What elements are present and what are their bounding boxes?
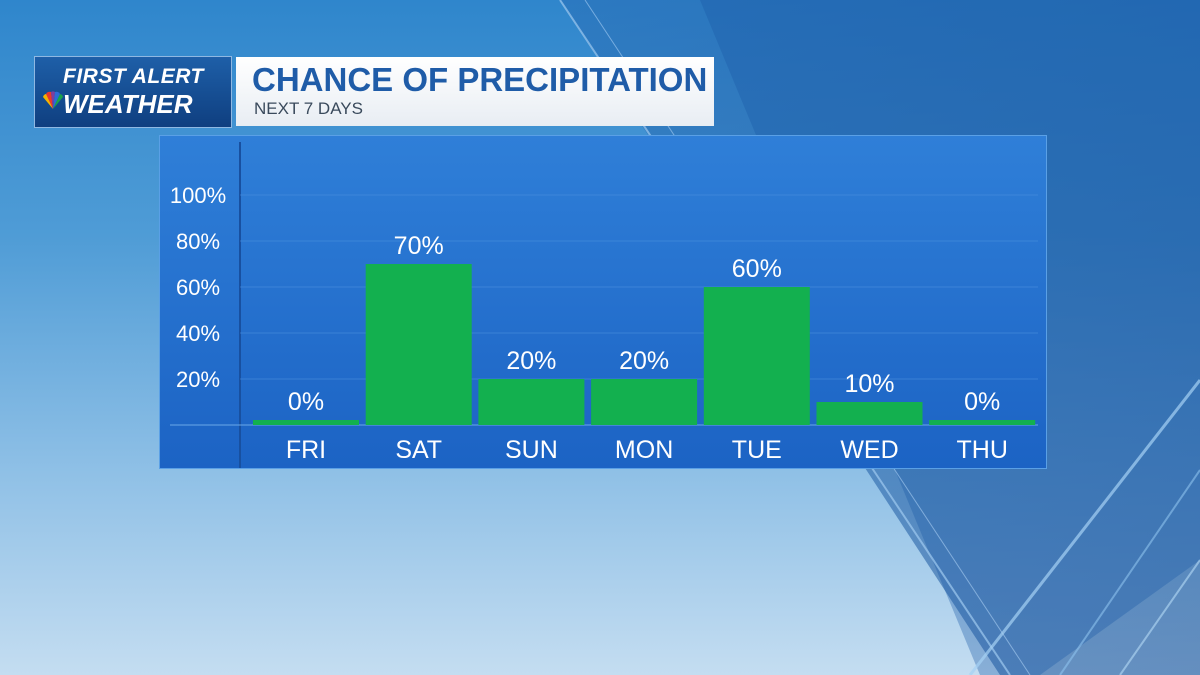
bar xyxy=(253,420,359,425)
x-tick-label: TUE xyxy=(732,436,782,464)
data-label: 20% xyxy=(619,347,669,375)
y-tick-label: 40% xyxy=(176,321,220,346)
x-tick-label: SUN xyxy=(505,436,558,464)
x-tick-label: THU xyxy=(957,436,1008,464)
x-tick-label: MON xyxy=(615,436,673,464)
logo-line2: WEATHER xyxy=(63,89,193,119)
data-label: 0% xyxy=(964,388,1000,416)
y-tick-label: 80% xyxy=(176,229,220,254)
page-title: CHANCE OF PRECIPITATION xyxy=(252,61,708,98)
bar xyxy=(816,402,923,425)
page-subtitle: NEXT 7 DAYS xyxy=(254,99,363,118)
title-box: CHANCE OF PRECIPITATION NEXT 7 DAYS xyxy=(236,57,714,126)
data-label: 20% xyxy=(506,347,556,375)
peacock-icon xyxy=(43,91,63,109)
bar xyxy=(365,264,472,425)
chart-panel: 20% 40% 60% 80% 100% 0% FRI 70% SAT 20% SUN 20% MON 6… xyxy=(160,136,1046,468)
bar-chart: 20% 40% 60% 80% 100% 0% FRI 70% SAT 20% SUN 20% MON 6… xyxy=(170,142,1038,468)
first-alert-weather-logo: FIRST ALERT WEATHER xyxy=(34,56,232,128)
data-label: 0% xyxy=(288,388,324,416)
data-label: 10% xyxy=(844,370,894,398)
x-tick-label: SAT xyxy=(395,436,442,464)
y-tick-label: 60% xyxy=(176,275,220,300)
y-tick-label: 100% xyxy=(170,183,226,208)
bar xyxy=(591,379,698,425)
bar xyxy=(929,420,1036,425)
data-label: 60% xyxy=(732,255,782,283)
data-label: 70% xyxy=(394,232,444,260)
x-tick-label: WED xyxy=(840,436,898,464)
y-tick-label: 20% xyxy=(176,367,220,392)
bar xyxy=(478,379,585,425)
x-tick-label: FRI xyxy=(286,436,326,464)
bar xyxy=(703,287,810,425)
logo-line1: FIRST ALERT xyxy=(63,65,204,88)
